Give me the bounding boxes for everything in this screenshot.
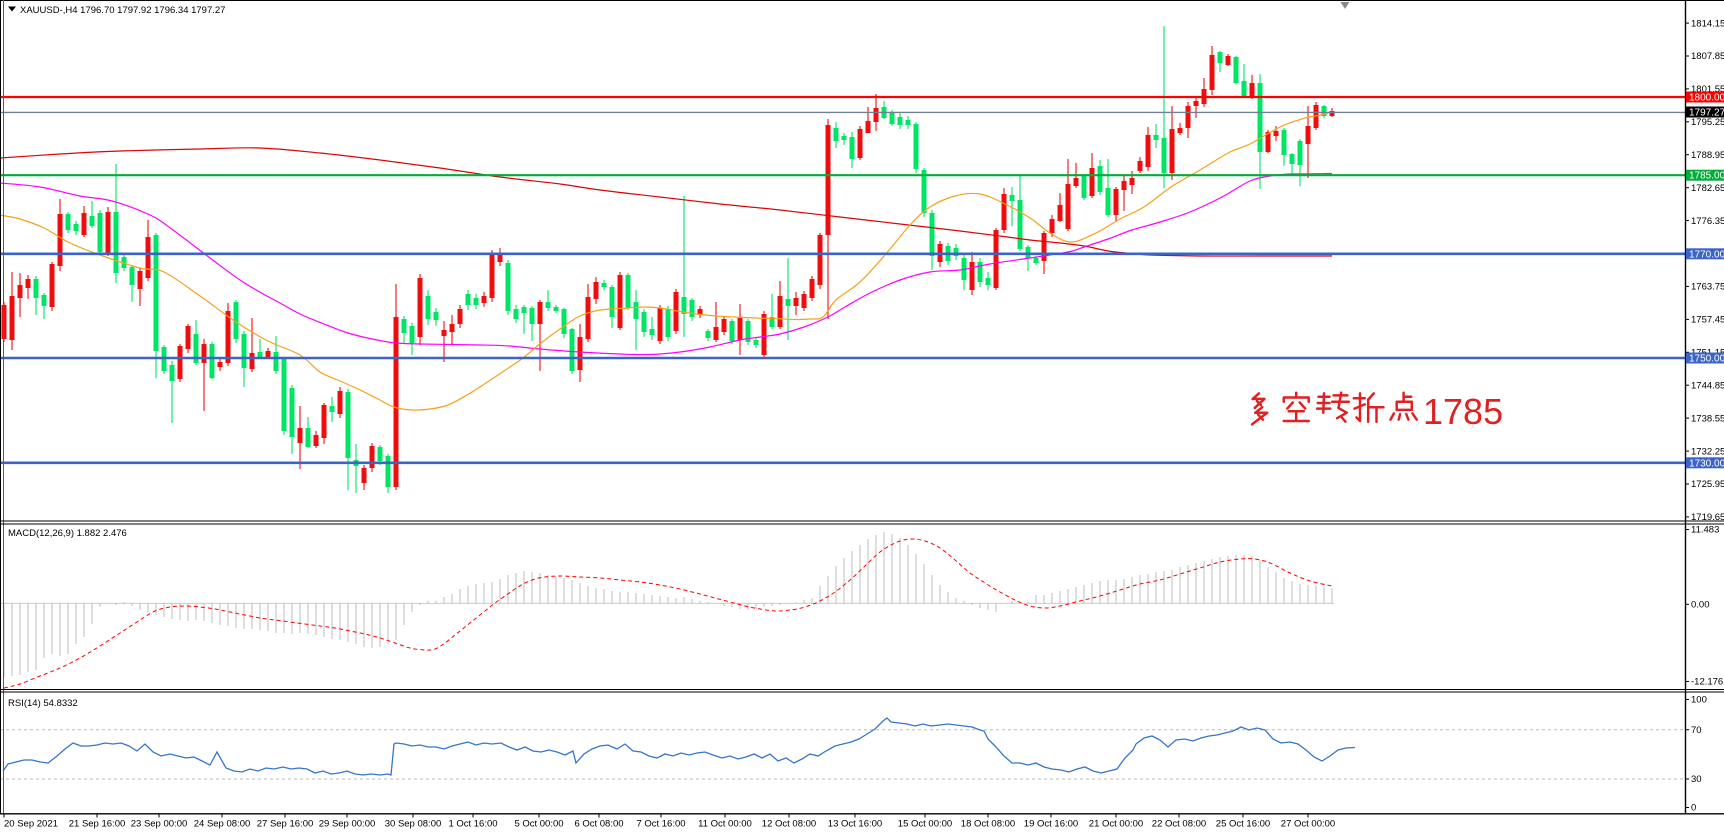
svg-text:11.483: 11.483 [1691, 525, 1719, 536]
svg-text:0.00: 0.00 [1691, 600, 1710, 611]
svg-text:12 Oct 08:00: 12 Oct 08:00 [762, 819, 816, 830]
svg-text:29 Sep 00:00: 29 Sep 00:00 [319, 819, 376, 830]
svg-text:5 Oct 00:00: 5 Oct 00:00 [514, 819, 563, 830]
svg-text:1757.45: 1757.45 [1691, 315, 1724, 326]
svg-text:70: 70 [1691, 725, 1702, 736]
svg-text:1725.95: 1725.95 [1691, 479, 1724, 490]
svg-text:27 Sep 16:00: 27 Sep 16:00 [257, 819, 314, 830]
svg-text:19 Oct 16:00: 19 Oct 16:00 [1024, 819, 1078, 830]
svg-text:1750.00: 1750.00 [1689, 354, 1724, 365]
svg-text:11 Oct 00:00: 11 Oct 00:00 [698, 819, 752, 830]
svg-text:RSI(14) 54.8332: RSI(14) 54.8332 [8, 698, 78, 709]
svg-text:1776.35: 1776.35 [1691, 216, 1724, 227]
svg-text:1738.55: 1738.55 [1691, 413, 1724, 424]
svg-text:1795.25: 1795.25 [1691, 117, 1724, 128]
svg-text:1732.25: 1732.25 [1691, 446, 1724, 457]
svg-text:13 Oct 16:00: 13 Oct 16:00 [828, 819, 882, 830]
svg-text:1785.00: 1785.00 [1689, 171, 1724, 182]
svg-text:22 Oct 08:00: 22 Oct 08:00 [1152, 819, 1206, 830]
svg-text:18 Oct 08:00: 18 Oct 08:00 [961, 819, 1015, 830]
svg-text:1 Oct 16:00: 1 Oct 16:00 [448, 819, 497, 830]
svg-text:6 Oct 08:00: 6 Oct 08:00 [574, 819, 623, 830]
svg-text:XAUUSD-,H4 1796.70 1797.92 17: XAUUSD-,H4 1796.70 1797.92 1796.34 1797.… [20, 5, 225, 16]
svg-text:20 Sep 2021: 20 Sep 2021 [4, 819, 58, 830]
svg-text:100: 100 [1691, 695, 1707, 706]
svg-text:1763.75: 1763.75 [1691, 282, 1724, 293]
svg-text:1730.00: 1730.00 [1689, 458, 1724, 469]
svg-text:1788.95: 1788.95 [1691, 150, 1724, 161]
svg-text:21 Oct 00:00: 21 Oct 00:00 [1089, 819, 1143, 830]
svg-text:1719.65: 1719.65 [1691, 512, 1724, 523]
svg-text:1801.55: 1801.55 [1691, 84, 1724, 95]
svg-text:MACD(12,26,9) 1.882 2.476: MACD(12,26,9) 1.882 2.476 [8, 528, 127, 539]
svg-text:-12.176: -12.176 [1691, 677, 1723, 688]
svg-text:1770.00: 1770.00 [1689, 249, 1724, 260]
svg-text:1782.65: 1782.65 [1691, 183, 1724, 194]
svg-text:25 Oct 16:00: 25 Oct 16:00 [1216, 819, 1270, 830]
svg-text:1744.85: 1744.85 [1691, 380, 1724, 391]
svg-text:1807.85: 1807.85 [1691, 51, 1724, 62]
svg-text:1797.27: 1797.27 [1689, 108, 1724, 119]
svg-text:30: 30 [1691, 774, 1702, 785]
svg-text:21 Sep 16:00: 21 Sep 16:00 [69, 819, 126, 830]
svg-text:27 Oct 00:00: 27 Oct 00:00 [1281, 819, 1335, 830]
svg-text:0: 0 [1691, 803, 1696, 814]
svg-text:15 Oct 00:00: 15 Oct 00:00 [898, 819, 952, 830]
svg-text:1785: 1785 [1423, 391, 1503, 432]
svg-text:1800.00: 1800.00 [1689, 93, 1724, 104]
svg-text:7 Oct 16:00: 7 Oct 16:00 [636, 819, 685, 830]
svg-text:23 Sep 00:00: 23 Sep 00:00 [131, 819, 188, 830]
svg-text:24 Sep 08:00: 24 Sep 08:00 [194, 819, 251, 830]
svg-text:30 Sep 08:00: 30 Sep 08:00 [385, 819, 442, 830]
svg-text:1814.15: 1814.15 [1691, 18, 1724, 29]
